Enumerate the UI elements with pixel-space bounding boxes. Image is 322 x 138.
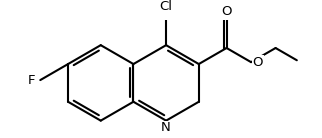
Text: O: O	[221, 5, 232, 18]
Text: N: N	[161, 121, 171, 134]
Text: F: F	[28, 74, 35, 87]
Text: O: O	[252, 56, 263, 69]
Text: Cl: Cl	[160, 0, 173, 13]
